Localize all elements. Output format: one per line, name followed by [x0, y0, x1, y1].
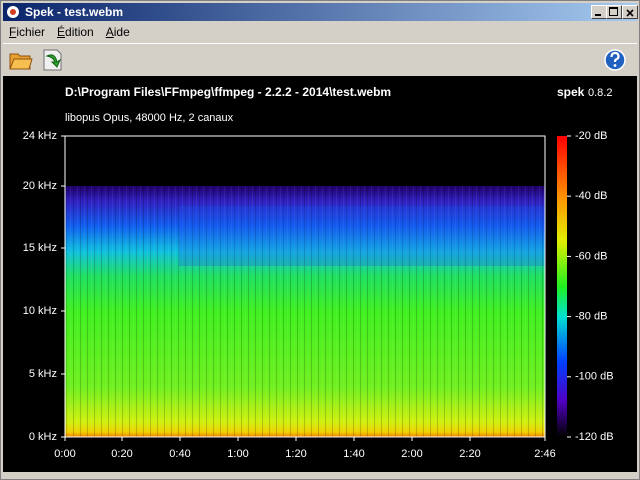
spectrogram-texture — [65, 186, 545, 437]
app-version: 0.8.2 — [588, 87, 612, 99]
frequency-label: 20 kHz — [23, 180, 57, 192]
frequency-label: 15 kHz — [23, 242, 57, 254]
level-label: -100 dB — [575, 371, 614, 383]
time-label: 1:40 — [343, 448, 364, 460]
time-label: 1:00 — [227, 448, 248, 460]
time-label: 0:00 — [54, 448, 75, 460]
time-label: 2:46 — [534, 448, 555, 460]
time-label: 1:20 — [285, 448, 306, 460]
toolbar — [3, 43, 637, 76]
frequency-label: 10 kHz — [23, 305, 57, 317]
time-label: 0:40 — [169, 448, 190, 460]
menu-item[interactable]: Fichier — [9, 25, 46, 39]
app-name: spek — [557, 85, 585, 99]
spectrogram-view: D:\Program Files\FFmpeg\ffmpeg - 2.2.2 -… — [3, 76, 637, 472]
stream-info: libopus Opus, 48000 Hz, 2 canaux — [65, 112, 234, 124]
help-button[interactable] — [603, 48, 627, 72]
open-button[interactable] — [9, 49, 33, 71]
frequency-label: 5 kHz — [29, 368, 57, 380]
time-label: 0:20 — [111, 448, 132, 460]
window-title: Spek - test.webm — [25, 5, 124, 19]
level-label: -40 dB — [575, 190, 607, 202]
spectrogram-texture — [179, 206, 545, 266]
level-bar — [557, 136, 567, 437]
level-label: -20 dB — [575, 130, 607, 142]
level-label: -80 dB — [575, 311, 607, 323]
menu-item[interactable]: Aide — [105, 25, 130, 39]
time-label: 2:20 — [459, 448, 480, 460]
file-path: D:\Program Files\FFmpeg\ffmpeg - 2.2.2 -… — [65, 85, 391, 99]
maximize-button[interactable] — [606, 5, 622, 19]
level-label: -120 dB — [575, 431, 614, 443]
title-bar: Spek - test.webm — [3, 3, 638, 21]
plot-frame — [64, 135, 546, 438]
app-icon — [7, 6, 19, 18]
menu-item[interactable]: Édition — [57, 25, 94, 39]
menu-bar: Fichier Édition Aide — [3, 23, 136, 41]
minimize-button[interactable] — [591, 5, 607, 19]
level-label: -60 dB — [575, 250, 607, 262]
frequency-label: 24 kHz — [23, 130, 57, 142]
close-button[interactable] — [622, 5, 638, 19]
save-button[interactable] — [41, 48, 65, 72]
frequency-label: 0 kHz — [29, 431, 57, 443]
time-label: 2:00 — [401, 448, 422, 460]
